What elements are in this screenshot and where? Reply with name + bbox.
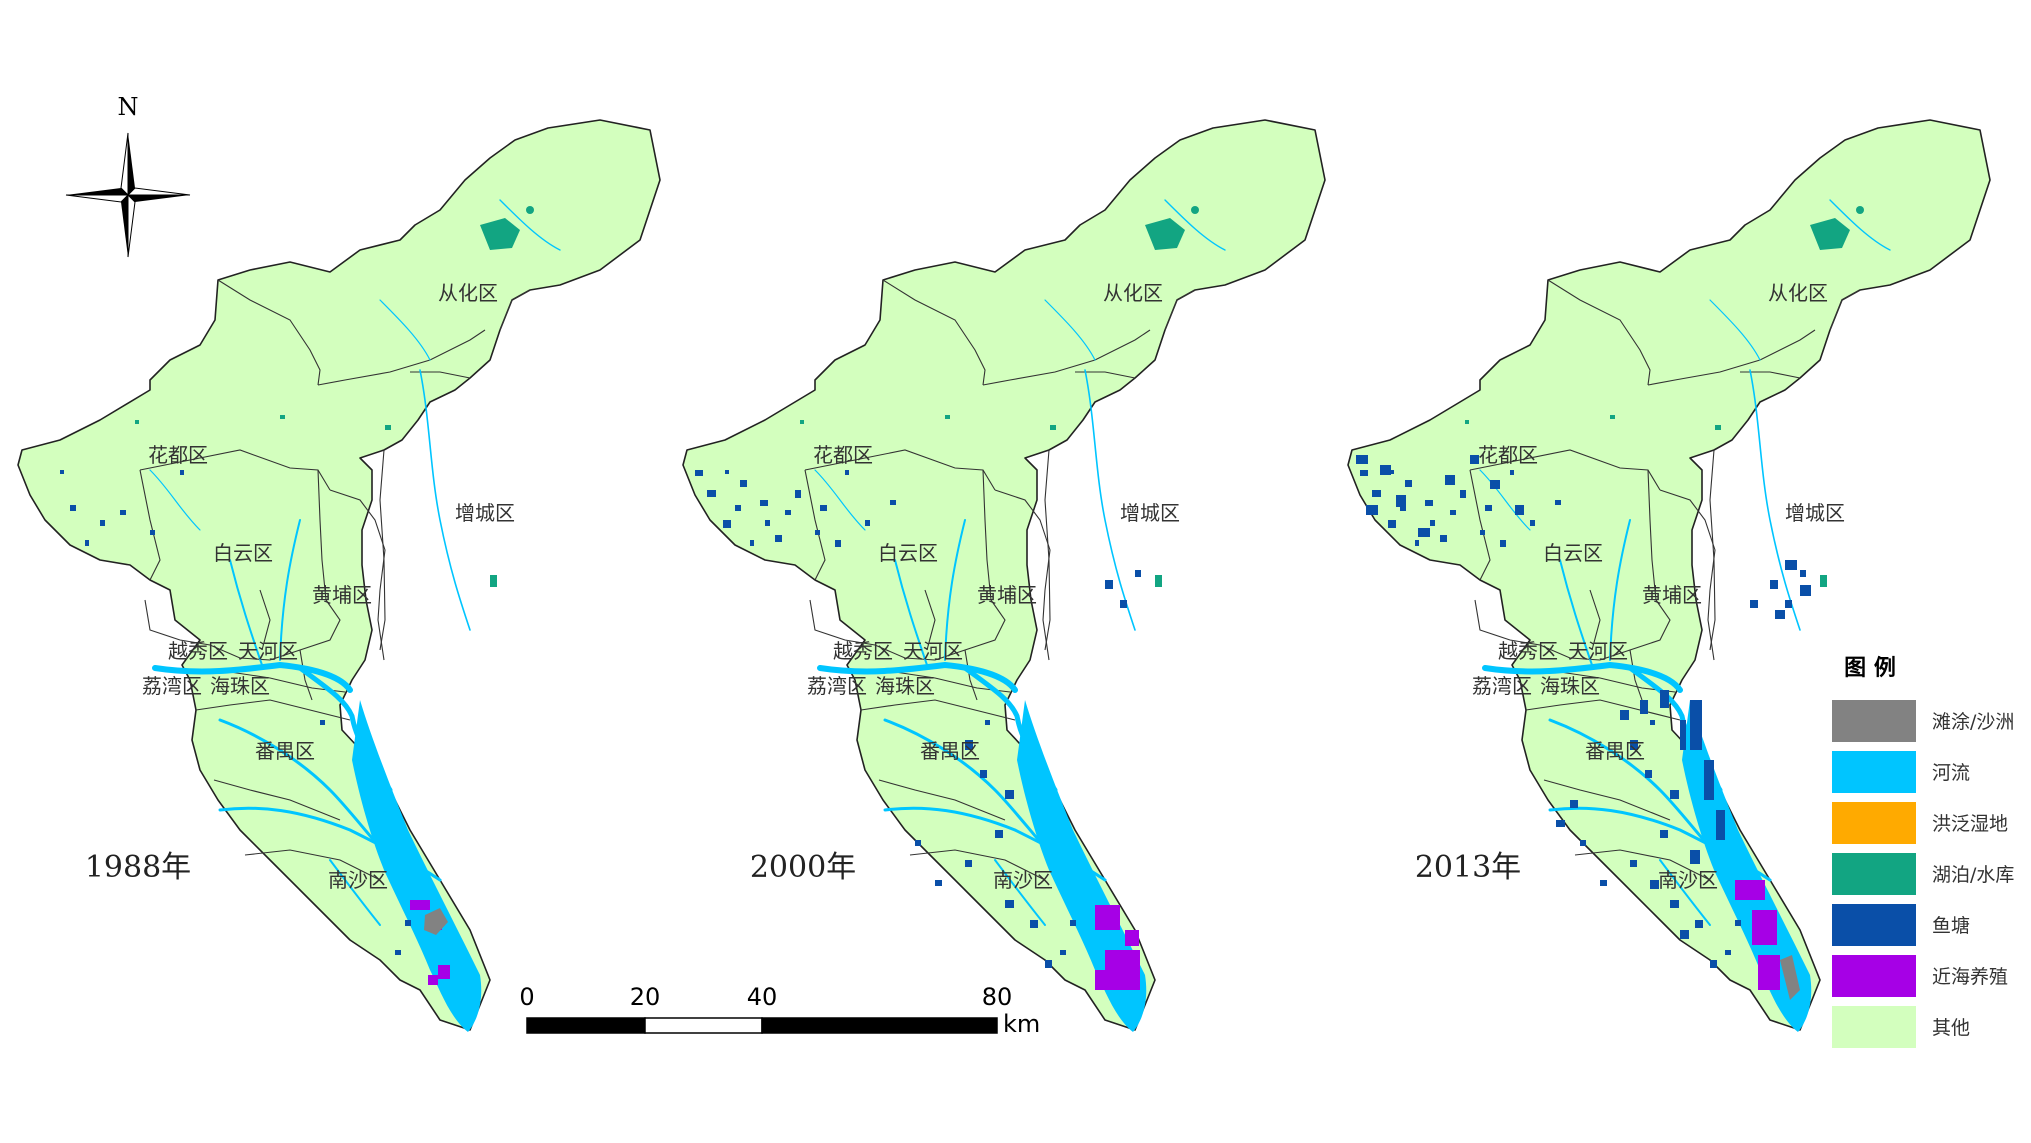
legend-label: 湖泊/水库 <box>1932 864 2014 886</box>
legend-swatch <box>1832 904 1916 946</box>
district-label: 黄埔区 <box>977 583 1037 607</box>
district-label: 黄埔区 <box>312 583 372 607</box>
year-label: 2013年 <box>1415 850 1521 885</box>
mudflat-areas <box>1780 955 1800 1000</box>
scale-tick-label: 80 <box>982 983 1013 1011</box>
district-label: 从化区 <box>1768 281 1828 305</box>
scale-tick-label: 0 <box>519 983 534 1011</box>
district-label: 从化区 <box>438 281 498 305</box>
legend-swatch <box>1832 751 1916 793</box>
legend-label: 滩涂/沙洲 <box>1932 711 2014 733</box>
district-label: 越秀区 <box>833 639 893 663</box>
district-label: 越秀区 <box>168 639 228 663</box>
district-label: 黄埔区 <box>1642 583 1702 607</box>
district-label: 天河区 <box>238 639 298 663</box>
legend-item: 滩涂/沙洲 <box>1832 700 2014 742</box>
district-label: 荔湾区 <box>807 674 867 698</box>
mudflat-areas <box>424 908 448 935</box>
mariculture-areas <box>1735 880 1780 990</box>
legend-swatch <box>1832 700 1916 742</box>
district-label: 花都区 <box>1478 443 1538 467</box>
district-label: 南沙区 <box>328 868 388 892</box>
legend-item: 近海养殖 <box>1832 955 2008 997</box>
north-arrow: N <box>65 93 191 258</box>
legend-label: 鱼塘 <box>1932 915 1970 937</box>
district-label: 海珠区 <box>1540 674 1600 698</box>
district-label: 荔湾区 <box>1472 674 1532 698</box>
map-2013: 从化区 花都区 增城区 白云区 黄埔区 越秀区 天河区 荔湾区 海珠区 番禺区 … <box>1348 120 1990 1032</box>
district-label: 越秀区 <box>1498 639 1558 663</box>
scale-unit: km <box>1003 1010 1040 1038</box>
legend-swatch <box>1832 853 1916 895</box>
district-label: 白云区 <box>878 541 938 565</box>
mariculture-areas <box>1095 905 1140 990</box>
district-label: 南沙区 <box>993 868 1053 892</box>
legend: 图 例 滩涂/沙洲 河流 洪泛湿地 湖泊/水库 鱼塘 近海养殖 其他 <box>1832 656 2014 1048</box>
legend-label: 近海养殖 <box>1932 966 2008 988</box>
district-label: 番禺区 <box>1585 739 1645 763</box>
map-2000: 从化区 花都区 增城区 白云区 黄埔区 越秀区 天河区 荔湾区 海珠区 番禺区 … <box>683 120 1325 1032</box>
scale-tick-label: 20 <box>630 983 661 1011</box>
district-label: 增城区 <box>1785 501 1845 525</box>
legend-title: 图 例 <box>1844 656 1896 681</box>
legend-label: 洪泛湿地 <box>1932 813 2008 835</box>
legend-swatch <box>1832 1006 1916 1048</box>
district-label: 天河区 <box>903 639 963 663</box>
district-label: 天河区 <box>1568 639 1628 663</box>
legend-swatch <box>1832 802 1916 844</box>
legend-label: 河流 <box>1932 762 1970 784</box>
year-label: 2000年 <box>750 850 856 885</box>
district-label: 荔湾区 <box>142 674 202 698</box>
district-label: 白云区 <box>1543 541 1603 565</box>
scale-tick-label: 40 <box>747 983 778 1011</box>
legend-item: 鱼塘 <box>1832 904 1970 946</box>
district-label: 番禺区 <box>920 739 980 763</box>
legend-item: 湖泊/水库 <box>1832 853 2014 895</box>
district-label: 花都区 <box>148 443 208 467</box>
district-label: 番禺区 <box>255 739 315 763</box>
scale-bar-segment <box>526 1017 646 1034</box>
legend-item: 洪泛湿地 <box>1832 802 2008 844</box>
scale-bar-segment <box>644 1017 763 1034</box>
district-label: 海珠区 <box>210 674 270 698</box>
legend-item: 其他 <box>1832 1006 1970 1048</box>
district-label: 白云区 <box>213 541 273 565</box>
legend-item: 河流 <box>1832 751 1970 793</box>
legend-label: 其他 <box>1932 1017 1970 1039</box>
district-label: 南沙区 <box>1658 868 1718 892</box>
district-label: 海珠区 <box>875 674 935 698</box>
scale-bar: 0 20 40 80 km <box>519 983 1040 1038</box>
north-arrow-label: N <box>118 93 139 121</box>
district-label: 从化区 <box>1103 281 1163 305</box>
year-label: 1988年 <box>85 850 191 885</box>
map-1988: 从化区 花都区 增城区 白云区 黄埔区 越秀区 天河区 荔湾区 海珠区 番禺区 … <box>18 120 660 1032</box>
district-label: 增城区 <box>1120 501 1180 525</box>
district-label: 花都区 <box>813 443 873 467</box>
legend-swatch <box>1832 955 1916 997</box>
scale-bar-segment <box>761 1017 998 1034</box>
district-label: 增城区 <box>455 501 515 525</box>
